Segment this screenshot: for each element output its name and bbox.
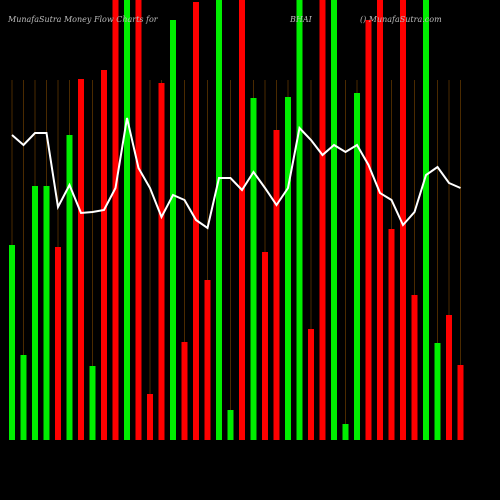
bar: [354, 93, 360, 440]
lines: [11, 117, 461, 230]
bar: [457, 365, 464, 440]
bar: [78, 79, 84, 440]
bar: [9, 245, 15, 440]
bar: [388, 229, 395, 440]
bar: [147, 394, 153, 440]
bar: [66, 135, 73, 440]
chart-title: () MunafaSutra.com: [360, 15, 442, 24]
bar: [446, 315, 452, 440]
bar: [250, 98, 257, 440]
chart-title: BHAI: [289, 15, 313, 24]
bar: [308, 329, 314, 440]
bar: [135, 0, 142, 440]
bar: [204, 280, 211, 440]
bar: [101, 70, 107, 440]
bar: [112, 0, 119, 440]
bar: [365, 20, 372, 440]
bar: [124, 0, 130, 440]
bar: [285, 97, 291, 440]
bar: [423, 0, 429, 440]
bar: [273, 130, 280, 440]
bar: [342, 424, 349, 440]
bar: [170, 20, 176, 440]
bar: [227, 410, 234, 440]
bar: [216, 0, 222, 440]
bar: [377, 0, 383, 440]
bar: [89, 366, 96, 440]
bar: [181, 342, 188, 440]
bar: [262, 252, 268, 440]
bar: [400, 0, 406, 440]
bars: [9, 0, 464, 440]
bar: [43, 186, 50, 440]
bar: [411, 295, 418, 440]
bar: [331, 0, 337, 440]
chart-title: MunafaSutra Money Flow Charts for: [7, 15, 159, 24]
bar: [319, 0, 326, 440]
line: [11, 117, 461, 230]
bar: [434, 343, 441, 440]
bar: [20, 355, 27, 440]
bar: [296, 0, 303, 440]
bar: [32, 186, 38, 440]
bar: [239, 0, 245, 440]
bar: [55, 247, 61, 440]
bar: [158, 83, 165, 440]
